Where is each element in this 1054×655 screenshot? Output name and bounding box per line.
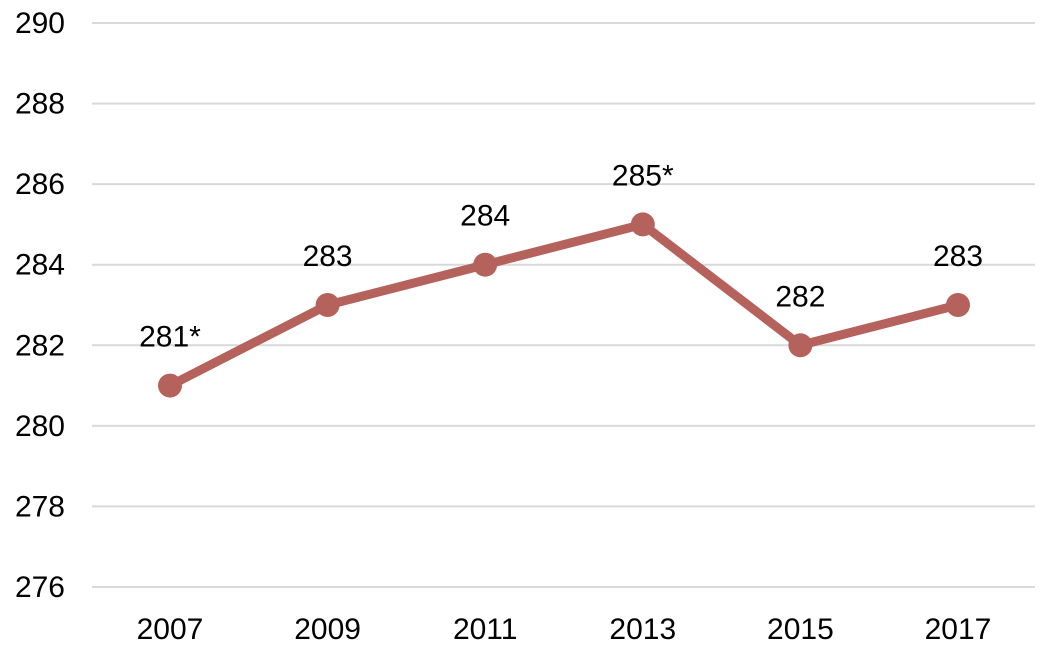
x-axis-tick-labels: 2007 2009 2011 2013 2015 2017: [137, 613, 992, 646]
y-tick-label: 288: [15, 88, 65, 121]
y-axis-tick-labels: 276 278 280 282 284 286 288 290: [15, 7, 65, 604]
y-tick-label: 286: [15, 168, 65, 201]
y-tick-label: 282: [15, 329, 65, 362]
x-tick-label: 2009: [294, 613, 361, 646]
data-point: [946, 293, 970, 317]
x-tick-label: 2007: [137, 613, 204, 646]
y-tick-label: 290: [15, 7, 65, 40]
data-point: [630, 212, 655, 237]
data-point: [315, 293, 340, 317]
data-label: 281*: [139, 321, 201, 354]
x-tick-label: 2011: [453, 613, 518, 646]
data-point: [473, 252, 498, 277]
data-label: 284: [460, 200, 510, 233]
y-tick-label: 278: [15, 490, 65, 523]
data-point: [158, 373, 182, 398]
data-label: 283: [303, 240, 353, 273]
data-label: 283: [933, 240, 983, 273]
x-tick-label: 2015: [767, 613, 834, 646]
grid-lines: [92, 22, 1035, 588]
series-line: [165, 219, 963, 391]
data-labels: 281* 283 284 285* 282 283: [139, 159, 983, 353]
data-label: 282: [775, 280, 825, 313]
x-tick-label: 2013: [609, 613, 676, 646]
y-tick-label: 284: [15, 249, 65, 282]
x-tick-label: 2017: [925, 613, 992, 646]
data-point: [788, 333, 813, 358]
data-label: 285*: [612, 159, 674, 192]
y-tick-label: 280: [15, 410, 65, 443]
y-tick-label: 276: [15, 571, 65, 604]
series: [158, 212, 970, 398]
